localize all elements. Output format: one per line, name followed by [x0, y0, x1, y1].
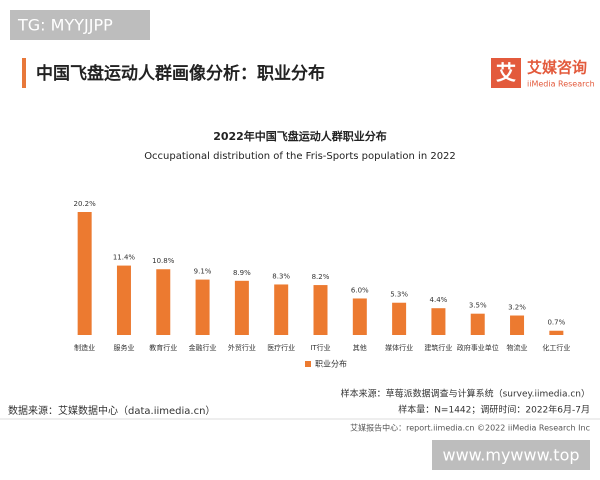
x-tick-label: 制造业: [74, 343, 95, 352]
x-tick-label: 物流业: [507, 343, 528, 352]
header-accent: [22, 58, 26, 88]
value-label: 11.4%: [113, 254, 136, 262]
legend-swatch: [305, 361, 311, 367]
chart-subtitle: Occupational distribution of the Fris-Sp…: [144, 151, 456, 162]
note: 样本量：N=1442；调研时间：2022年6月-7月: [398, 404, 590, 416]
legend-label: 职业分布: [315, 359, 347, 369]
x-tick-label: 其他: [353, 343, 367, 352]
x-tick-label: 金融行业: [189, 343, 217, 352]
watermark-top: TG: MYYJJPP: [17, 16, 113, 35]
data-source: 数据来源：艾媒数据中心（data.iimedia.cn）: [8, 404, 215, 417]
bar: [510, 315, 525, 335]
value-label: 5.3%: [390, 291, 408, 299]
value-label: 8.2%: [312, 273, 330, 281]
value-label: 4.4%: [430, 296, 448, 304]
x-tick-label: 化工行业: [542, 343, 570, 352]
x-tick-label: 医疗行业: [267, 343, 295, 352]
footer: 艾媒报告中心：report.iimedia.cn ©2022 iiMedia R…: [350, 423, 590, 433]
value-label: 8.9%: [233, 269, 251, 277]
logo-sub: iiMedia Research: [527, 80, 595, 89]
logo-box: [491, 58, 521, 88]
x-tick-label: 建筑行业: [424, 343, 452, 352]
bar: [431, 308, 446, 335]
value-label: 3.5%: [469, 302, 487, 310]
x-tick-label: 外贸行业: [228, 343, 256, 352]
bar: [549, 330, 564, 335]
bar: [352, 298, 367, 335]
bar: [195, 279, 210, 335]
x-tick-label: 教育行业: [149, 343, 177, 352]
bar: [470, 313, 485, 335]
bar: [313, 285, 328, 335]
watermark-box: [432, 440, 590, 470]
value-label: 6.0%: [351, 286, 369, 294]
value-label: 9.1%: [194, 268, 212, 276]
value-label: 10.8%: [152, 257, 175, 265]
x-tick-label: 服务业: [113, 343, 134, 352]
bar: [234, 280, 249, 335]
chart-title: 2022年中国飞盘运动人群职业分布: [213, 129, 387, 143]
bar: [77, 212, 92, 335]
watermark-box: [10, 10, 150, 40]
x-tick-label: IT行业: [310, 343, 330, 352]
x-tick-label: 政府事业单位: [457, 343, 499, 352]
note: 样本来源：草莓派数据调查与计算系统（survey.iimedia.cn）: [341, 388, 590, 400]
bar: [116, 265, 131, 335]
value-label: 0.7%: [547, 319, 565, 327]
value-label: 20.2%: [74, 200, 97, 208]
value-label: 8.3%: [272, 272, 290, 280]
watermark-bottom: www.mywww.top: [442, 446, 579, 465]
bar: [392, 302, 407, 335]
bar: [156, 269, 171, 335]
logo-mark: 艾: [496, 61, 516, 85]
bar: [274, 284, 289, 335]
value-label: 3.2%: [508, 304, 526, 312]
x-tick-label: 媒体行业: [385, 343, 413, 352]
header-title: 中国飞盘运动人群画像分析：职业分布: [36, 63, 325, 84]
logo-name: 艾媒咨询: [527, 59, 587, 77]
